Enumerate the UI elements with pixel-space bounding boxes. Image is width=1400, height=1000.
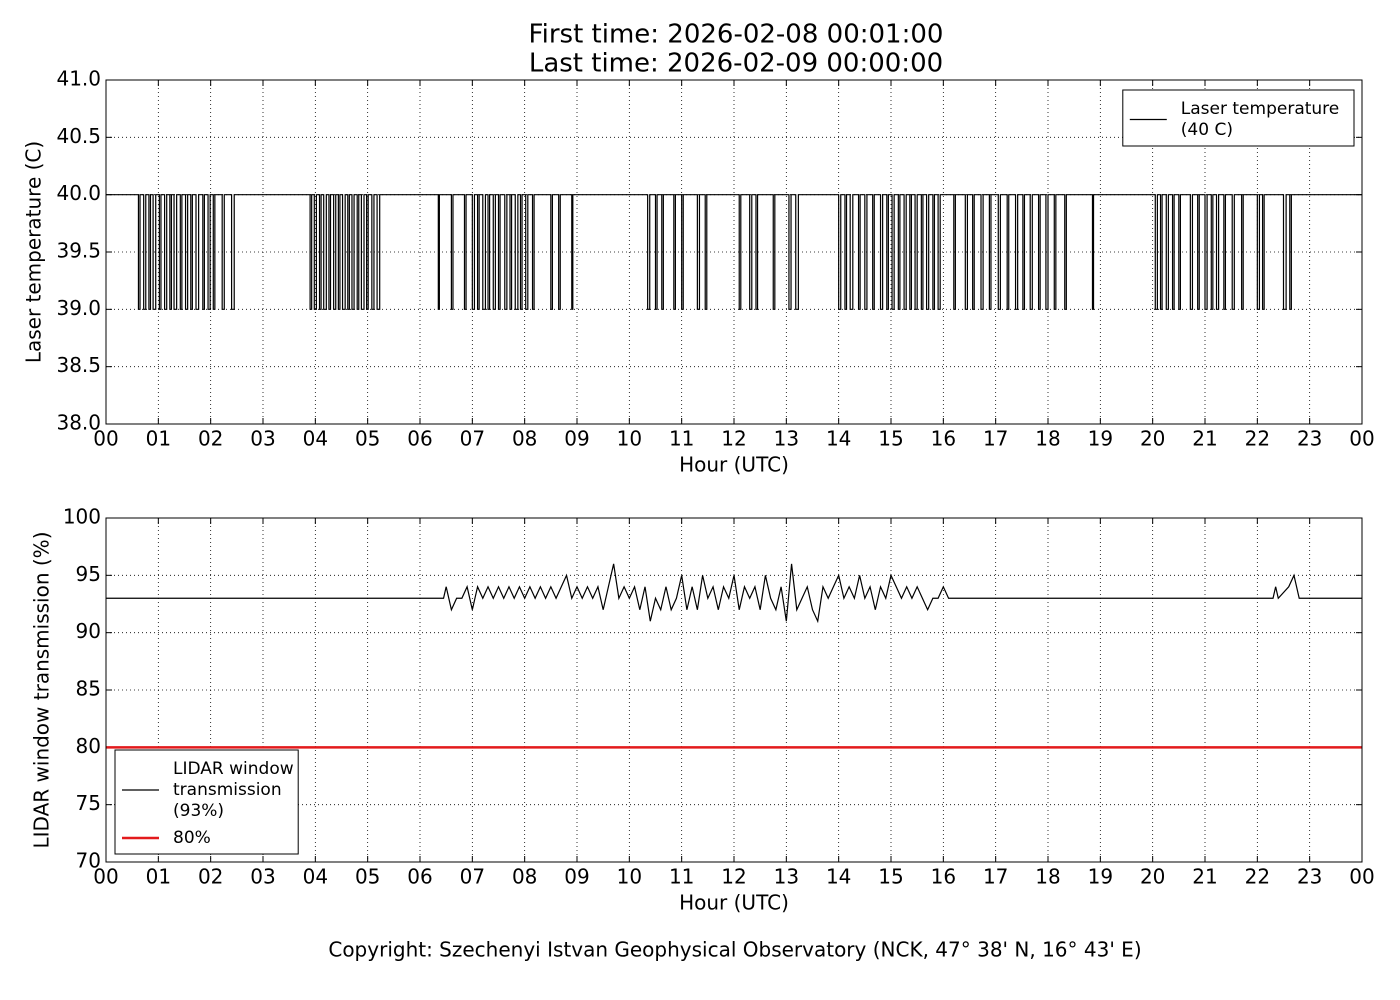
x-tick-label: 15 [878, 427, 903, 451]
y-tick-label: 85 [76, 677, 101, 701]
x-tick-label: 20 [1140, 427, 1165, 451]
x-tick-label: 21 [1192, 865, 1217, 889]
x-tick-label: 02 [198, 427, 223, 451]
y-tick-label: 90 [76, 619, 101, 643]
y-tick-label: 39.0 [56, 296, 101, 320]
x-tick-label: 10 [617, 427, 642, 451]
x-tick-label: 14 [826, 427, 851, 451]
legend-box [1122, 89, 1355, 147]
copyright: Copyright: Szechenyi Istvan Geophysical … [328, 938, 1141, 962]
y-axis-label: LIDAR window transmission (%) [30, 532, 54, 849]
x-tick-label: 18 [1035, 427, 1060, 451]
x-tick-label: 11 [669, 865, 694, 889]
y-axis-label: Laser temperature (C) [22, 141, 46, 363]
x-tick-label: 00 [1349, 865, 1374, 889]
x-tick-label: 04 [303, 865, 328, 889]
x-tick-label: 18 [1035, 865, 1060, 889]
x-tick-label: 01 [146, 865, 171, 889]
title-line: First time: 2026-02-08 00:01:00 [529, 20, 944, 50]
legend-box [114, 749, 299, 855]
y-tick-label: 100 [63, 505, 101, 529]
x-tick-label: 04 [303, 427, 328, 451]
y-tick-label: 80 [76, 734, 101, 758]
y-tick-label: 39.5 [56, 239, 101, 263]
x-tick-label: 03 [250, 427, 275, 451]
x-tick-label: 19 [1088, 865, 1113, 889]
x-tick-label: 07 [460, 427, 485, 451]
y-tick-label: 41.0 [56, 67, 101, 91]
data-line [106, 563, 1362, 624]
x-tick-label: 23 [1297, 427, 1322, 451]
x-tick-label: 11 [669, 427, 694, 451]
y-tick-label: 40.5 [56, 124, 101, 148]
x-tick-label: 19 [1088, 427, 1113, 451]
title-line: Last time: 2026-02-09 00:00:00 [529, 49, 943, 79]
x-tick-label: 10 [617, 865, 642, 889]
x-tick-label: 05 [355, 865, 380, 889]
legend-label: LIDAR window transmission (93%) [173, 759, 294, 821]
x-axis-label: Hour (UTC) [679, 453, 789, 477]
x-tick-label: 09 [564, 865, 589, 889]
x-tick-label: 13 [774, 427, 799, 451]
x-tick-label: 22 [1245, 427, 1270, 451]
y-tick-label: 75 [76, 791, 101, 815]
x-tick-label: 12 [721, 427, 746, 451]
x-tick-label: 00 [1349, 427, 1374, 451]
x-tick-label: 09 [564, 427, 589, 451]
x-tick-label: 17 [983, 427, 1008, 451]
x-tick-label: 00 [93, 427, 118, 451]
plot-frame [105, 79, 1363, 425]
x-tick-label: 23 [1297, 865, 1322, 889]
x-tick-label: 22 [1245, 865, 1270, 889]
x-tick-label: 03 [250, 865, 275, 889]
x-tick-label: 16 [931, 865, 956, 889]
legend-label: Laser temperature (40 C) [1181, 99, 1339, 140]
x-tick-label: 08 [512, 427, 537, 451]
x-tick-label: 15 [878, 865, 903, 889]
plot-frame [105, 517, 1363, 863]
x-tick-label: 17 [983, 865, 1008, 889]
x-tick-label: 13 [774, 865, 799, 889]
x-tick-label: 12 [721, 865, 746, 889]
x-tick-label: 21 [1192, 427, 1217, 451]
x-tick-label: 01 [146, 427, 171, 451]
y-tick-label: 38.0 [56, 411, 101, 435]
y-tick-label: 38.5 [56, 353, 101, 377]
data-line [106, 194, 1362, 310]
x-tick-label: 06 [407, 427, 432, 451]
x-tick-label: 07 [460, 865, 485, 889]
x-tick-label: 08 [512, 865, 537, 889]
x-tick-label: 06 [407, 865, 432, 889]
y-tick-label: 95 [76, 562, 101, 586]
x-tick-label: 00 [93, 865, 118, 889]
y-tick-label: 40.0 [56, 181, 101, 205]
x-tick-label: 02 [198, 865, 223, 889]
x-tick-label: 20 [1140, 865, 1165, 889]
legend-label: 80% [173, 828, 211, 848]
x-tick-label: 16 [931, 427, 956, 451]
x-axis-label: Hour (UTC) [679, 891, 789, 915]
x-tick-label: 05 [355, 427, 380, 451]
x-tick-label: 14 [826, 865, 851, 889]
y-tick-label: 70 [76, 849, 101, 873]
